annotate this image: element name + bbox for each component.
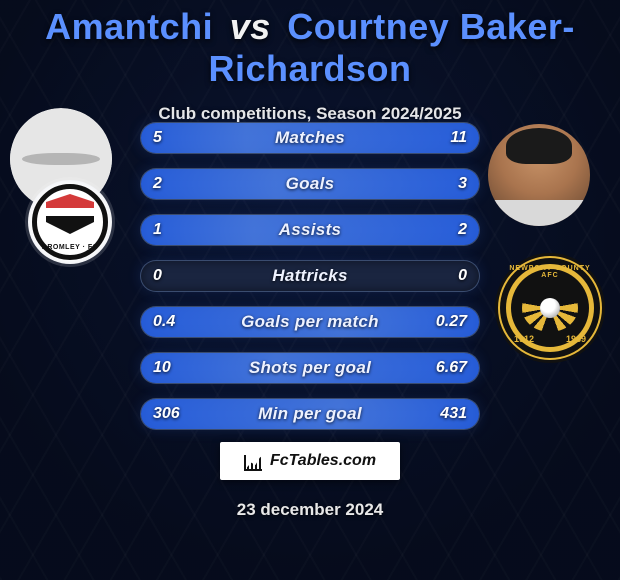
- source-logo: FcTables.com: [220, 442, 400, 480]
- stats-list: 511Matches 23Goals 12Assists 00Hattricks 0.4…: [140, 122, 480, 444]
- player1-name: Amantchi: [45, 6, 213, 47]
- stat-row: 12Assists: [140, 214, 480, 246]
- stat-label: Matches: [141, 123, 479, 153]
- player2-avatar: [488, 124, 590, 226]
- stat-row: 106.67Shots per goal: [140, 352, 480, 384]
- stat-row: 0.40.27Goals per match: [140, 306, 480, 338]
- player1-club-crest: BROMLEY · FC: [28, 180, 112, 264]
- comparison-card: Amantchi vs Courtney Baker-Richardson Cl…: [0, 0, 620, 580]
- crest-right-arc: NEWPORT COUNTY AFC: [500, 265, 600, 279]
- player2-club-crest: NEWPORT COUNTY AFC 1912 1989: [500, 258, 600, 358]
- vs-label: vs: [230, 6, 271, 47]
- stat-label: Goals per match: [141, 307, 479, 337]
- stat-row: 511Matches: [140, 122, 480, 154]
- crest-right-year-left: 1912: [514, 334, 534, 344]
- crest-left-text: BROMLEY · FC: [42, 244, 98, 255]
- stat-label: Assists: [141, 215, 479, 245]
- page-title: Amantchi vs Courtney Baker-Richardson: [0, 0, 620, 90]
- date-label: 23 december 2024: [0, 500, 620, 520]
- stat-label: Min per goal: [141, 399, 479, 429]
- stat-label: Shots per goal: [141, 353, 479, 383]
- stat-row: 306431Min per goal: [140, 398, 480, 430]
- stat-row: 23Goals: [140, 168, 480, 200]
- crest-right-year-right: 1989: [566, 334, 586, 344]
- stat-row: 00Hattricks: [140, 260, 480, 292]
- stat-label: Hattricks: [141, 261, 479, 291]
- stat-label: Goals: [141, 169, 479, 199]
- source-logo-text: FcTables.com: [270, 452, 376, 470]
- chart-icon: [244, 451, 264, 471]
